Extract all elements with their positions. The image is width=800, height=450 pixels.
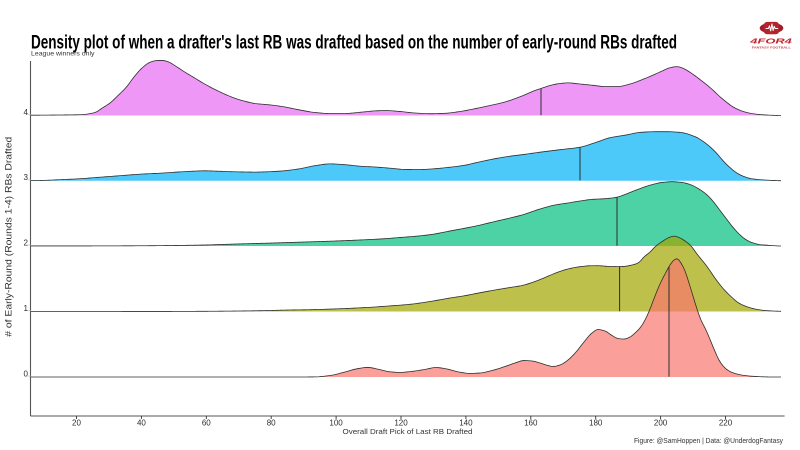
svg-text:Figure: @SamHoppen | Data: @Un: Figure: @SamHoppen | Data: @UnderdogFant… bbox=[634, 436, 783, 445]
svg-text:140: 140 bbox=[459, 419, 473, 428]
svg-text:120: 120 bbox=[394, 419, 408, 428]
svg-text:0: 0 bbox=[24, 370, 29, 379]
svg-text:100: 100 bbox=[329, 419, 343, 428]
svg-text:180: 180 bbox=[589, 419, 603, 428]
svg-text:# of Early-Round (Rounds 1-4): # of Early-Round (Rounds 1-4) RBs Drafte… bbox=[4, 137, 14, 337]
svg-text:3: 3 bbox=[24, 173, 29, 182]
svg-text:220: 220 bbox=[719, 419, 733, 428]
svg-text:FANTASY FOOTBALL: FANTASY FOOTBALL bbox=[752, 45, 791, 49]
svg-text:Overall Draft Pick of Last RB: Overall Draft Pick of Last RB Drafted bbox=[343, 427, 473, 436]
svg-text:4: 4 bbox=[24, 108, 29, 117]
svg-text:4FOR4: 4FOR4 bbox=[749, 37, 792, 46]
svg-text:League winners only: League winners only bbox=[31, 50, 95, 57]
svg-text:1: 1 bbox=[24, 304, 29, 313]
svg-text:60: 60 bbox=[202, 419, 211, 428]
svg-text:80: 80 bbox=[267, 419, 276, 428]
svg-text:Density plot of when a drafter: Density plot of when a drafter's last RB… bbox=[31, 32, 677, 53]
svg-text:40: 40 bbox=[137, 419, 146, 428]
svg-text:2: 2 bbox=[24, 239, 29, 248]
svg-text:20: 20 bbox=[72, 419, 81, 428]
svg-text:160: 160 bbox=[524, 419, 538, 428]
svg-text:200: 200 bbox=[654, 419, 668, 428]
